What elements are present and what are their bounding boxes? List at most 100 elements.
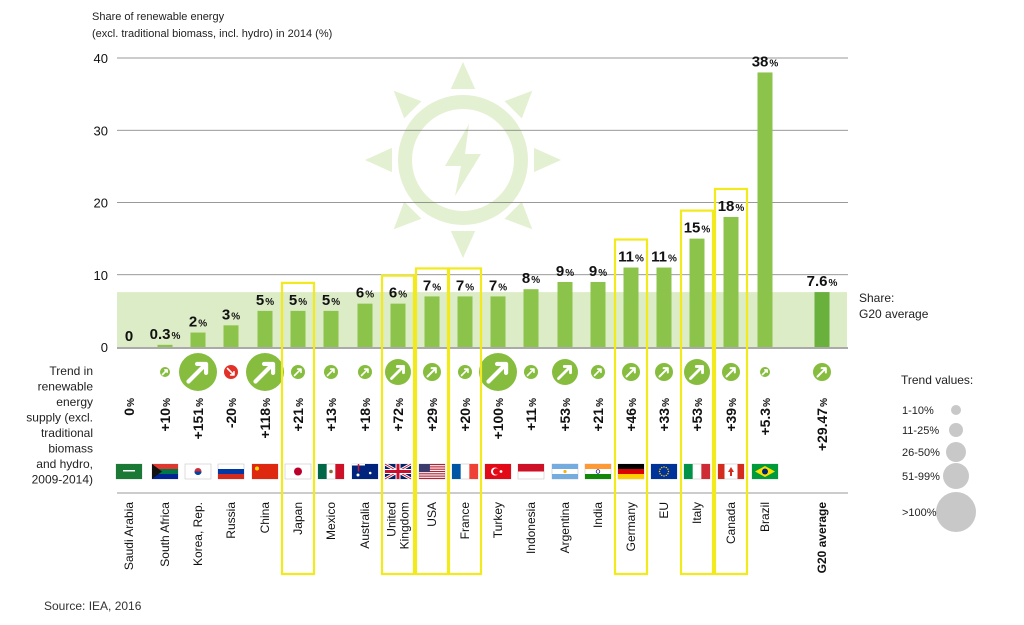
flag-part	[661, 474, 663, 477]
arrow-up-icon	[526, 368, 535, 377]
value-label: 11%	[618, 249, 644, 266]
category-label: Kingdom	[398, 502, 412, 549]
flag-part	[667, 470, 670, 473]
value-label: 15%	[684, 220, 711, 237]
arrow-up-icon	[593, 368, 602, 377]
bar	[157, 344, 173, 347]
g20-band-label-line1: Share:	[859, 291, 894, 305]
category-label: United	[385, 502, 399, 537]
arrow-up-icon	[326, 368, 335, 377]
trend-suffix: %	[295, 398, 306, 407]
category-label: Mexico	[324, 502, 338, 540]
value-label: 9%	[556, 263, 574, 280]
value-suffix: %	[231, 311, 240, 322]
bar	[357, 303, 373, 347]
value-label: 18%	[718, 198, 745, 215]
arrow-up-icon	[486, 361, 509, 384]
highlight-box	[447, 267, 483, 576]
category-group: 9% +21% India	[584, 263, 612, 528]
category-group: 7% +100% Turkey	[479, 277, 517, 538]
trend-label: +46%	[623, 398, 639, 432]
category-group: 38% +5.3% Brazil	[752, 53, 779, 532]
trend-label: +20%	[457, 398, 473, 432]
y-tick-label: 40	[94, 51, 108, 66]
value-suffix: %	[171, 331, 180, 342]
flag-part	[419, 466, 445, 468]
category-group: 0.3% +10% South Africa	[150, 326, 181, 567]
trend-axis-label-line: Trend in	[49, 364, 93, 378]
arrow-up-icon	[625, 367, 636, 378]
flag-part	[661, 466, 663, 469]
flag-part	[294, 467, 302, 476]
trend-axis-label-line: energy	[56, 395, 93, 409]
trend-suffix: %	[728, 398, 739, 407]
value-suffix: %	[701, 225, 710, 236]
value-label: 5%	[289, 292, 307, 309]
y-tick-label: 10	[94, 268, 108, 283]
flag-part	[252, 464, 278, 479]
legend-circle	[936, 492, 976, 532]
bar	[723, 216, 739, 347]
trend-label: +11%	[523, 398, 539, 431]
trend-axis-label-line: and hydro,	[36, 457, 93, 471]
flag-part	[762, 468, 768, 475]
flag-part	[152, 464, 162, 479]
trend-suffix: %	[195, 398, 206, 407]
value-label: 3%	[222, 306, 240, 323]
arrow-up-icon	[360, 368, 369, 377]
sun-ray	[450, 62, 476, 90]
trend-suffix: %	[429, 398, 440, 407]
sun-ray	[504, 90, 533, 119]
bar	[814, 292, 830, 347]
flag-part	[684, 464, 693, 479]
trend-label: +10%	[157, 398, 173, 432]
bar	[656, 267, 672, 347]
category-label: Korea, Rep.	[191, 502, 205, 566]
value-suffix: %	[635, 254, 644, 265]
bar	[257, 310, 273, 347]
trend-label: +5.3%	[757, 398, 773, 436]
arrow-up-icon	[390, 365, 405, 380]
flag-part	[658, 470, 661, 473]
legend-circle	[943, 463, 969, 489]
legend-circle	[946, 442, 966, 462]
trend-suffix: %	[228, 398, 239, 407]
value-suffix: %	[265, 297, 274, 308]
bar-series: 0 0% Saudi Arabia 0.3% +10% South Africa 2% +15…	[115, 53, 837, 573]
bar	[223, 325, 239, 347]
bar	[390, 303, 406, 347]
legend-label: 26-50%	[902, 447, 940, 459]
flag-part	[659, 468, 661, 470]
arrow-up-icon	[761, 369, 768, 376]
legend-label: 1-10%	[902, 405, 934, 417]
trend-suffix: %	[762, 398, 773, 407]
flag-part	[667, 473, 669, 475]
trend-label: +29%	[424, 398, 440, 432]
highlight-box	[713, 187, 749, 576]
flag-part	[419, 464, 430, 473]
sun-ray	[365, 147, 393, 173]
category-group: 15% +53% Italy	[684, 220, 711, 524]
flag-part	[552, 474, 578, 479]
trend-suffix: %	[262, 398, 273, 407]
y-tick-label: 20	[94, 196, 108, 211]
highlight-box	[380, 274, 416, 576]
category-group: 9% +53% Argentina	[551, 263, 579, 553]
category-label: France	[458, 502, 472, 540]
category-label: Turkey	[491, 502, 505, 538]
bar	[490, 296, 506, 347]
sun-ray	[393, 201, 422, 230]
flag-part	[452, 464, 461, 479]
legend-label: 11-25%	[902, 425, 939, 437]
trend-label: +53%	[689, 398, 705, 432]
flag-part	[152, 464, 178, 469]
flag-part	[152, 469, 178, 474]
trend-suffix: %	[162, 398, 173, 407]
flag-part	[665, 466, 667, 469]
flag-part	[419, 473, 445, 475]
bar	[523, 289, 539, 347]
bar	[457, 296, 473, 347]
trend-axis-label-line: biomass	[48, 442, 93, 456]
flag-part	[499, 470, 503, 473]
bar	[590, 281, 606, 347]
